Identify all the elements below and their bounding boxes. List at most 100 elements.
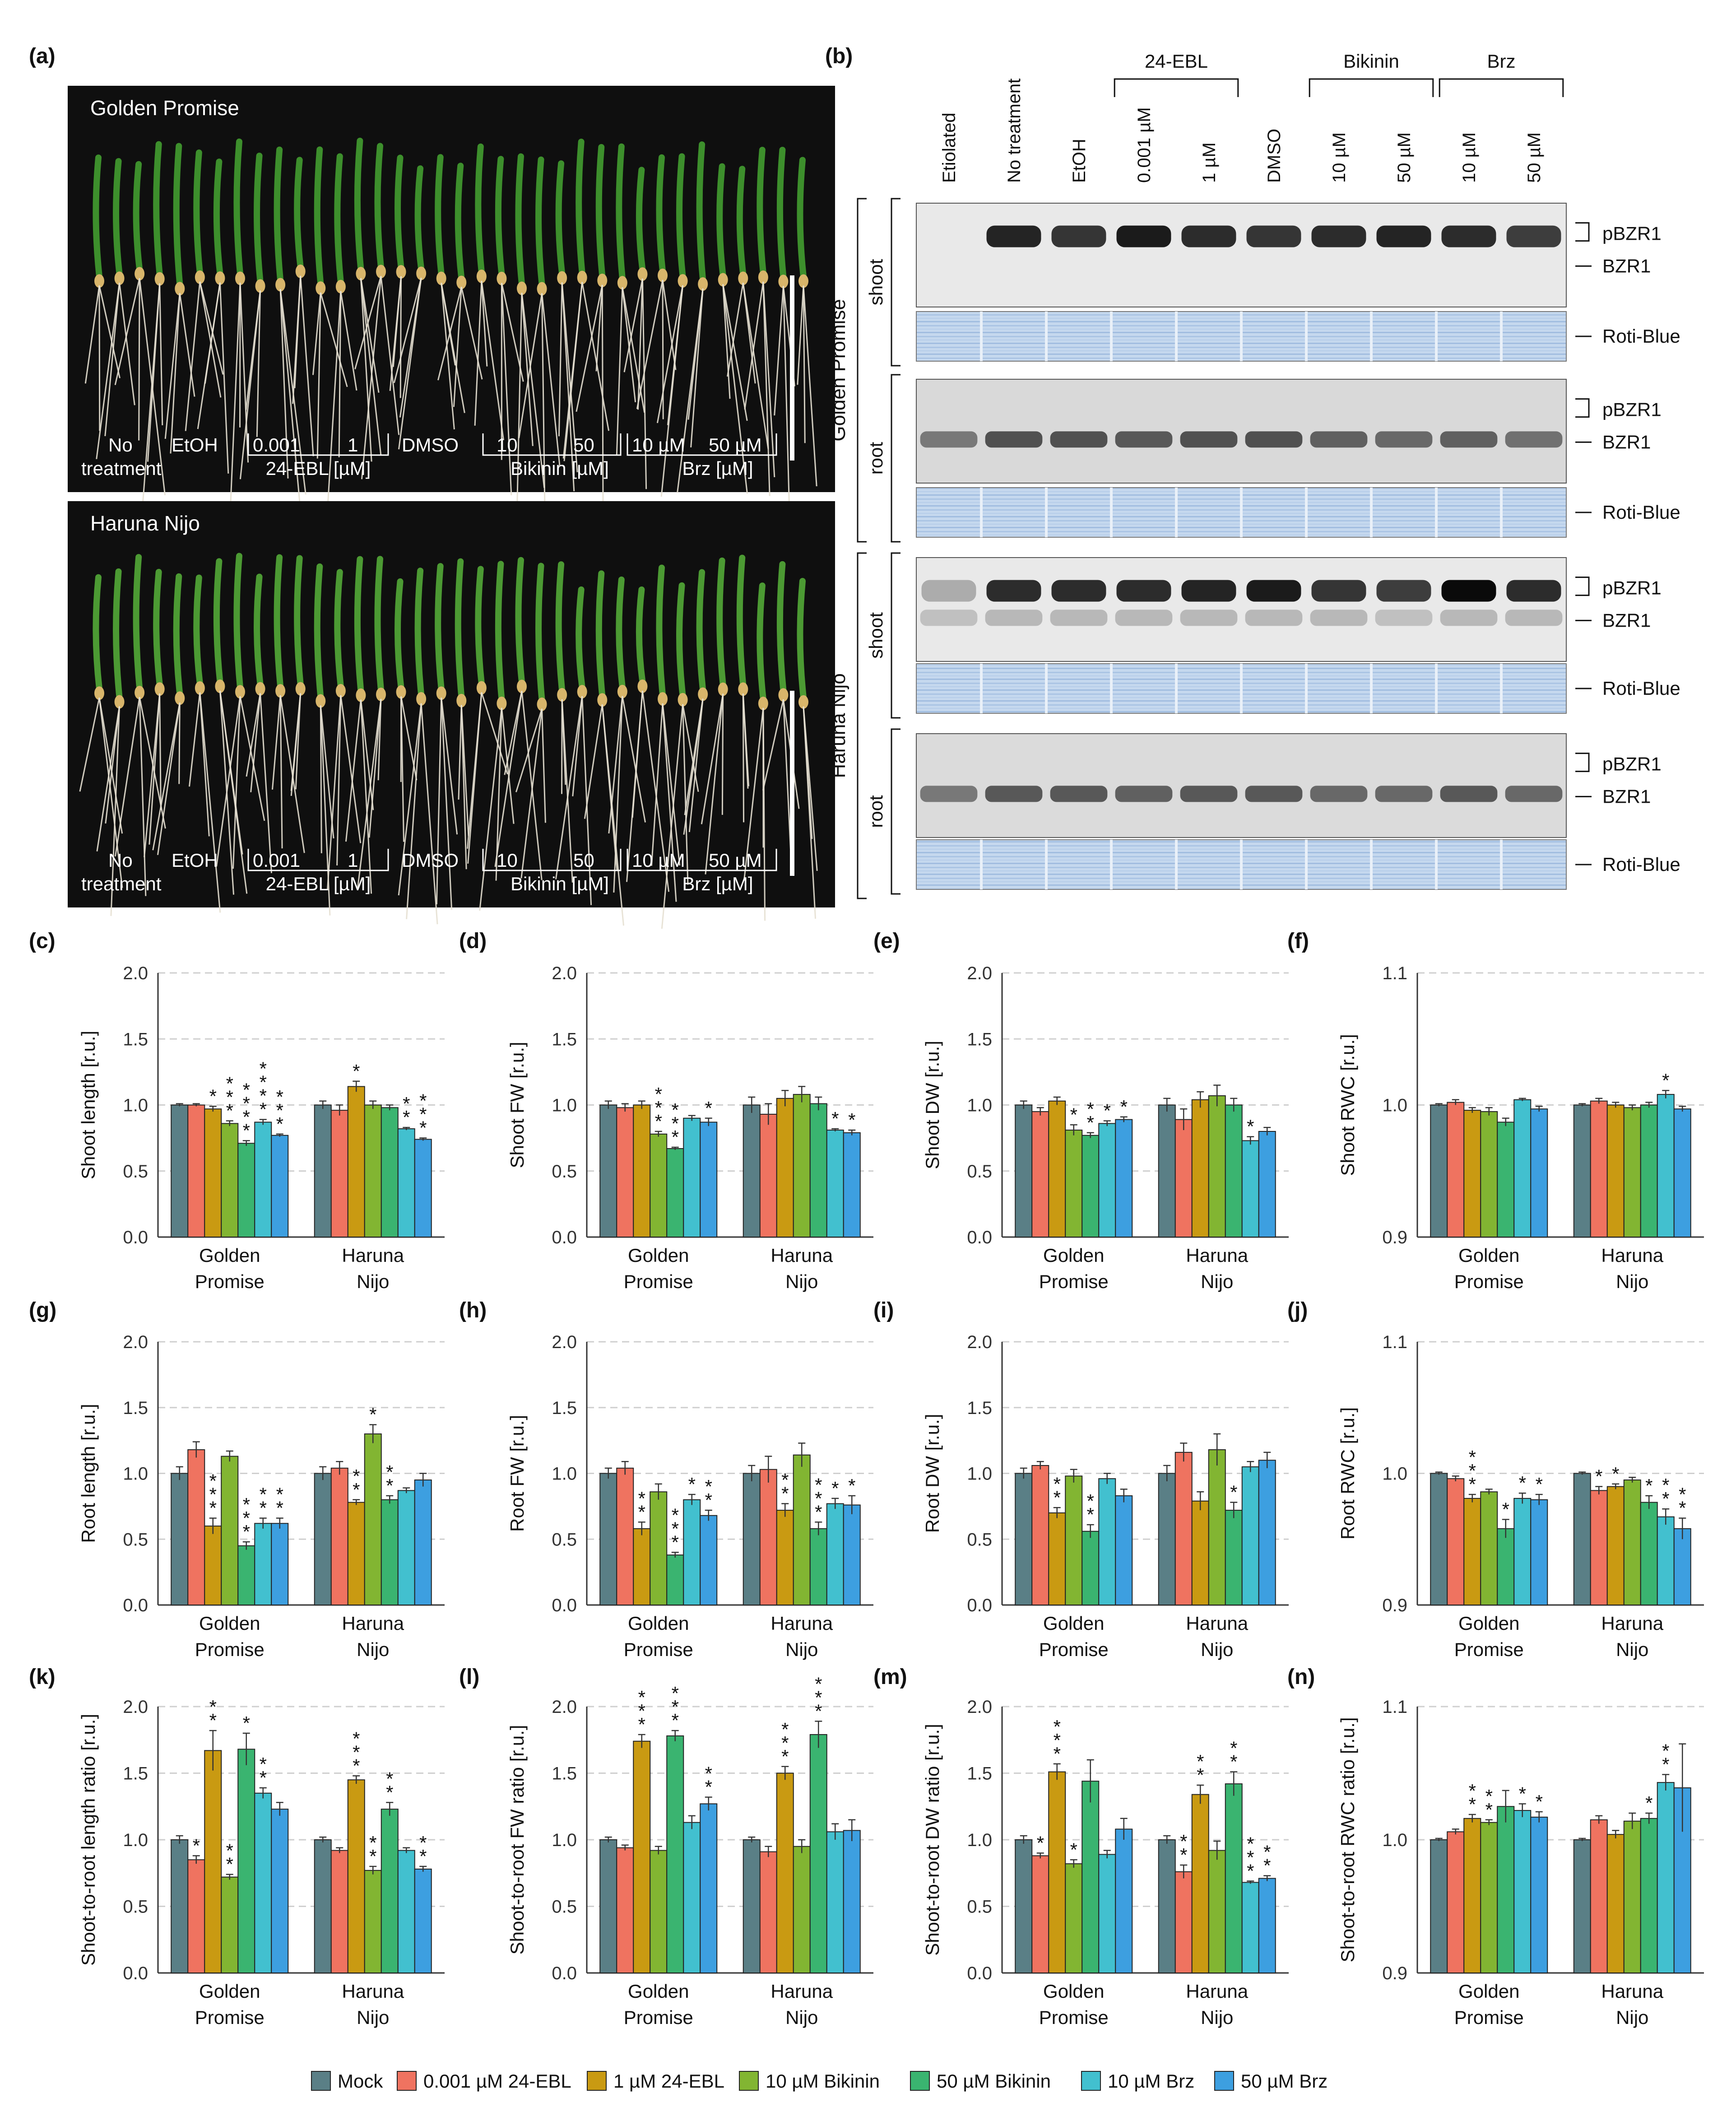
pbzr1-band bbox=[1506, 580, 1561, 602]
category-label: Haruna bbox=[1601, 1981, 1663, 2002]
error-bar bbox=[671, 1146, 679, 1150]
seed bbox=[356, 688, 366, 702]
seedling bbox=[515, 563, 547, 879]
category-label: Nijo bbox=[1201, 2007, 1233, 2028]
error-bar bbox=[1263, 1451, 1271, 1468]
root-strand bbox=[774, 286, 784, 416]
y-tick-label: 0.5 bbox=[552, 1530, 577, 1549]
y-tick-label: 0.5 bbox=[552, 1897, 577, 1917]
shoot-leaf bbox=[354, 556, 364, 694]
significance-star: * bbox=[1197, 1751, 1204, 1772]
seed bbox=[798, 274, 808, 288]
seed bbox=[94, 686, 104, 700]
significance-star: * bbox=[226, 1840, 233, 1861]
seedling bbox=[230, 138, 249, 502]
root-strand bbox=[662, 703, 677, 902]
legend-item: 10 µM Brz bbox=[1081, 2070, 1194, 2092]
bracket bbox=[627, 433, 777, 456]
seedling bbox=[743, 582, 768, 921]
significance-star: * bbox=[1469, 1474, 1476, 1495]
y-tick-label: 0.0 bbox=[967, 1963, 992, 1983]
seedling bbox=[727, 166, 769, 449]
seedling bbox=[797, 578, 818, 919]
bzr1-band bbox=[1115, 786, 1173, 802]
significance-star: * bbox=[353, 1479, 360, 1500]
shoot-leaf bbox=[797, 578, 807, 701]
error-bar bbox=[1036, 1852, 1044, 1859]
bar bbox=[1225, 1783, 1243, 1974]
bar bbox=[1015, 1104, 1033, 1237]
blot-root: pBZR1 BZR1 Roti-Blue root bbox=[865, 728, 1680, 895]
category-label: Nijo bbox=[1201, 1639, 1233, 1660]
y-tick-label: 0.0 bbox=[552, 1963, 577, 1983]
root-strand bbox=[159, 283, 163, 425]
significance-star: * bbox=[243, 1521, 250, 1542]
root-strand bbox=[701, 693, 724, 824]
bar bbox=[650, 1850, 668, 1974]
root-strand bbox=[197, 282, 221, 429]
root-strand bbox=[682, 704, 689, 885]
bar bbox=[1065, 1863, 1083, 1974]
y-tick-label: 2.0 bbox=[967, 1697, 992, 1717]
seed bbox=[778, 274, 789, 288]
blot-shoot: pBZR1 BZR1 Roti-Blue shoot bbox=[865, 198, 1680, 367]
seed bbox=[335, 279, 346, 293]
photo-label-ebl_low: 0.001 bbox=[253, 434, 300, 456]
significance-star: * bbox=[260, 1767, 267, 1788]
root-strand bbox=[104, 283, 121, 437]
seed bbox=[316, 694, 326, 708]
shoot-leaf bbox=[173, 573, 183, 697]
error-bar bbox=[781, 1090, 789, 1107]
significance-star: * bbox=[1037, 1833, 1044, 1854]
significance-star: * bbox=[705, 1489, 712, 1511]
significance-star: * bbox=[1247, 1116, 1254, 1137]
error-bar bbox=[1230, 1771, 1238, 1796]
bar bbox=[1623, 1479, 1641, 1605]
photo-label-dmso: DMSO bbox=[402, 434, 459, 456]
bar bbox=[683, 1822, 701, 1973]
significance-star: * bbox=[688, 1474, 696, 1495]
bar bbox=[1590, 1490, 1608, 1606]
significance-star: * bbox=[276, 1086, 283, 1107]
seed bbox=[597, 274, 608, 288]
bar bbox=[1463, 1498, 1481, 1606]
bar bbox=[826, 1503, 844, 1605]
lane-group-bracket bbox=[1114, 78, 1239, 97]
error-bar bbox=[1535, 1811, 1543, 1823]
bar bbox=[1191, 1500, 1209, 1606]
photo-label-etoh: EtOH bbox=[172, 850, 218, 871]
bzr1-band bbox=[1310, 609, 1368, 626]
root-strand bbox=[601, 285, 604, 505]
chart-k: 0.0 0.5 1.0 1.5 2.0 Shoot-to-root length rati… bbox=[78, 1696, 445, 2028]
error-bar bbox=[386, 1495, 394, 1504]
bar bbox=[1191, 1099, 1209, 1238]
pbzr1-bracket bbox=[1575, 753, 1590, 772]
error-bar bbox=[242, 1541, 250, 1550]
panel-label-b: (b) bbox=[825, 44, 853, 68]
roti-blue-label: Roti-Blue bbox=[1602, 854, 1680, 875]
tissue-bracket bbox=[891, 552, 900, 719]
bar bbox=[1430, 1104, 1448, 1237]
seedling bbox=[354, 143, 400, 479]
root-strand bbox=[340, 291, 357, 391]
seed bbox=[255, 682, 265, 696]
bar bbox=[254, 1523, 272, 1606]
seedling bbox=[395, 578, 418, 842]
y-tick-label: 1.0 bbox=[123, 1464, 148, 1484]
root-strand bbox=[361, 276, 382, 479]
significance-star: * bbox=[672, 1531, 679, 1553]
error-bar bbox=[1180, 1864, 1188, 1879]
root-strand bbox=[705, 693, 724, 875]
y-axis-label: Root RWC [r.u.] bbox=[1337, 1407, 1358, 1540]
root-strand bbox=[636, 279, 664, 409]
bar bbox=[1430, 1473, 1448, 1605]
error-bar bbox=[192, 1103, 200, 1107]
bzr1-band bbox=[985, 786, 1043, 802]
bar bbox=[616, 1107, 634, 1238]
photo-label-brz_unit: Brz [µM] bbox=[682, 873, 753, 894]
root-strand bbox=[357, 698, 382, 890]
bzr1-band bbox=[920, 431, 978, 448]
significance-star: * bbox=[781, 1732, 789, 1754]
seed bbox=[698, 687, 708, 701]
shoot-leaf bbox=[455, 558, 465, 699]
